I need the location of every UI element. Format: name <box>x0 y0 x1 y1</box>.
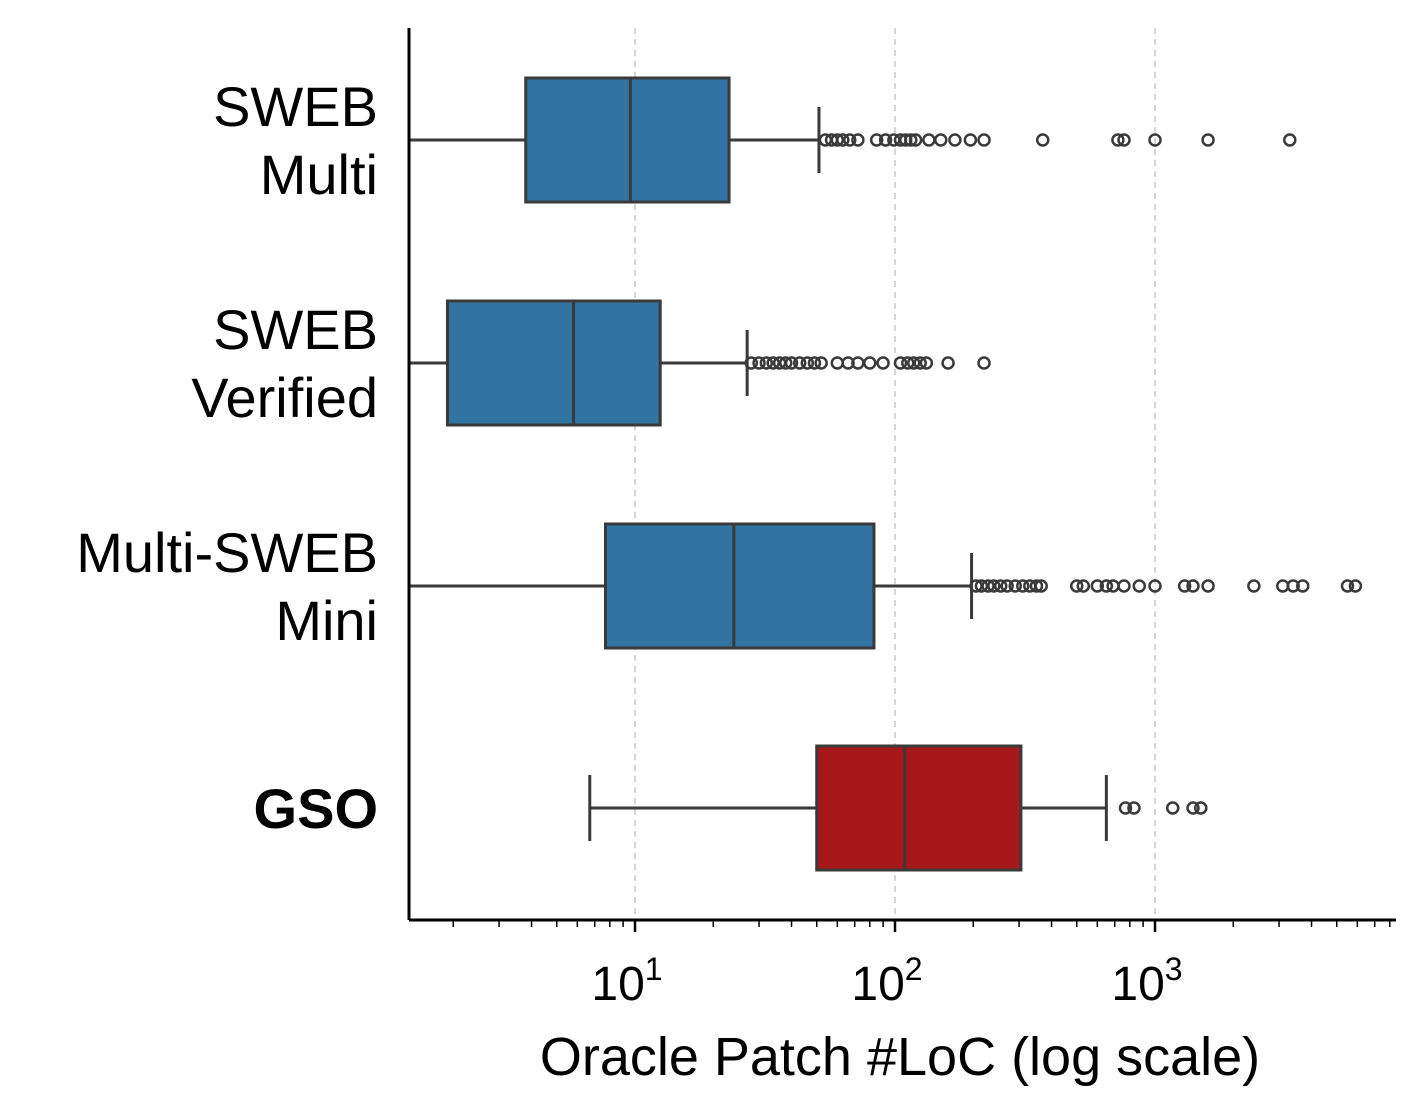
outlier-point <box>1076 579 1091 593</box>
outlier-point <box>807 356 822 370</box>
box-sweb-multi <box>409 76 1297 204</box>
outlier-point <box>908 133 923 147</box>
outlier-point <box>869 133 884 147</box>
outlier-point <box>1008 579 1022 593</box>
outlier-point <box>792 356 807 370</box>
outlier-point <box>893 356 908 370</box>
outlier-point <box>1186 579 1200 593</box>
outlier-point <box>904 133 918 147</box>
axes <box>407 28 1396 922</box>
x-ticks: 101 102 103 <box>452 920 1391 1011</box>
outlier-point <box>800 356 815 370</box>
box-gso <box>588 744 1208 872</box>
outlier-point <box>1034 579 1048 593</box>
outlier-point <box>744 356 759 370</box>
outlier-point <box>1000 579 1014 593</box>
outlier-point <box>1340 579 1355 593</box>
outlier-point <box>830 133 845 147</box>
outlier-point <box>836 133 850 147</box>
outlier-point <box>1148 579 1162 593</box>
outlier-point <box>1295 579 1310 593</box>
outlier-point <box>977 133 991 147</box>
tick-label: 103 <box>1111 951 1182 1011</box>
outlier-point <box>981 579 995 593</box>
category-labels: SWEB Multi SWEB Verified Multi-SWEB Mini GSO <box>76 75 378 840</box>
box-multi-sweb-mini <box>409 522 1363 650</box>
outlier-point <box>1127 801 1141 815</box>
outlier-point <box>1029 579 1044 593</box>
outlier-point <box>1090 579 1105 593</box>
tick-label: 101 <box>591 951 662 1011</box>
outlier-point <box>963 133 978 147</box>
outlier-point <box>784 356 799 370</box>
outlier-point <box>843 133 857 147</box>
outlier-point <box>1348 579 1363 593</box>
outlier-point <box>830 356 845 370</box>
outlier-point <box>1286 579 1300 593</box>
outlier-point <box>1165 801 1180 815</box>
outlier-point <box>1177 579 1192 593</box>
category-label: Multi-SWEB Mini <box>76 521 378 652</box>
outlier-point <box>913 356 927 370</box>
iqr-box <box>445 299 662 427</box>
outlier-point <box>1117 133 1131 147</box>
outlier-point <box>1247 579 1261 593</box>
outlier-point <box>1201 579 1215 593</box>
outlier-point <box>1099 579 1114 593</box>
box-sweb-verified <box>409 299 991 427</box>
outlier-point <box>778 356 793 370</box>
iqr-box <box>815 744 1023 872</box>
outlier-point <box>922 133 936 147</box>
outlier-point <box>876 356 890 370</box>
outlier-point <box>851 133 865 147</box>
outlier-point <box>919 356 934 370</box>
outlier-point <box>948 133 962 147</box>
outlier-point <box>1283 133 1297 147</box>
outlier-point <box>1132 579 1147 593</box>
outlier-point <box>1035 133 1050 147</box>
outlier-point <box>1111 133 1125 147</box>
iqr-box <box>603 522 876 650</box>
outlier-point <box>1069 579 1084 593</box>
outlier-point <box>1194 801 1208 815</box>
outlier-point <box>1186 801 1200 815</box>
outlier-point <box>1117 579 1131 593</box>
outlier-point <box>1148 133 1162 147</box>
outlier-point <box>863 356 877 370</box>
outlier-point <box>987 579 1001 593</box>
category-label: SWEB Multi <box>213 75 378 206</box>
outlier-point <box>1201 133 1215 147</box>
outlier-point <box>941 356 955 370</box>
outlier-point <box>1016 579 1030 593</box>
outlier-point <box>1118 801 1133 815</box>
category-label: GSO <box>254 777 378 840</box>
outlier-point <box>974 579 989 593</box>
outlier-point <box>993 579 1008 593</box>
outlier-point <box>906 356 921 370</box>
x-axis-title: Oracle Patch #LoC (log scale) <box>540 1027 1260 1087</box>
outlier-point <box>752 356 766 370</box>
outlier-point <box>901 356 915 370</box>
box-series <box>409 76 1363 872</box>
category-label: SWEB Verified <box>191 298 378 429</box>
outlier-point <box>766 356 780 370</box>
iqr-box <box>524 76 731 204</box>
outlier-point <box>977 356 991 370</box>
outlier-point <box>878 133 893 147</box>
tick-label: 102 <box>851 951 922 1011</box>
outlier-point <box>934 133 948 147</box>
outlier-point <box>759 356 774 370</box>
outlier-point <box>814 356 828 370</box>
